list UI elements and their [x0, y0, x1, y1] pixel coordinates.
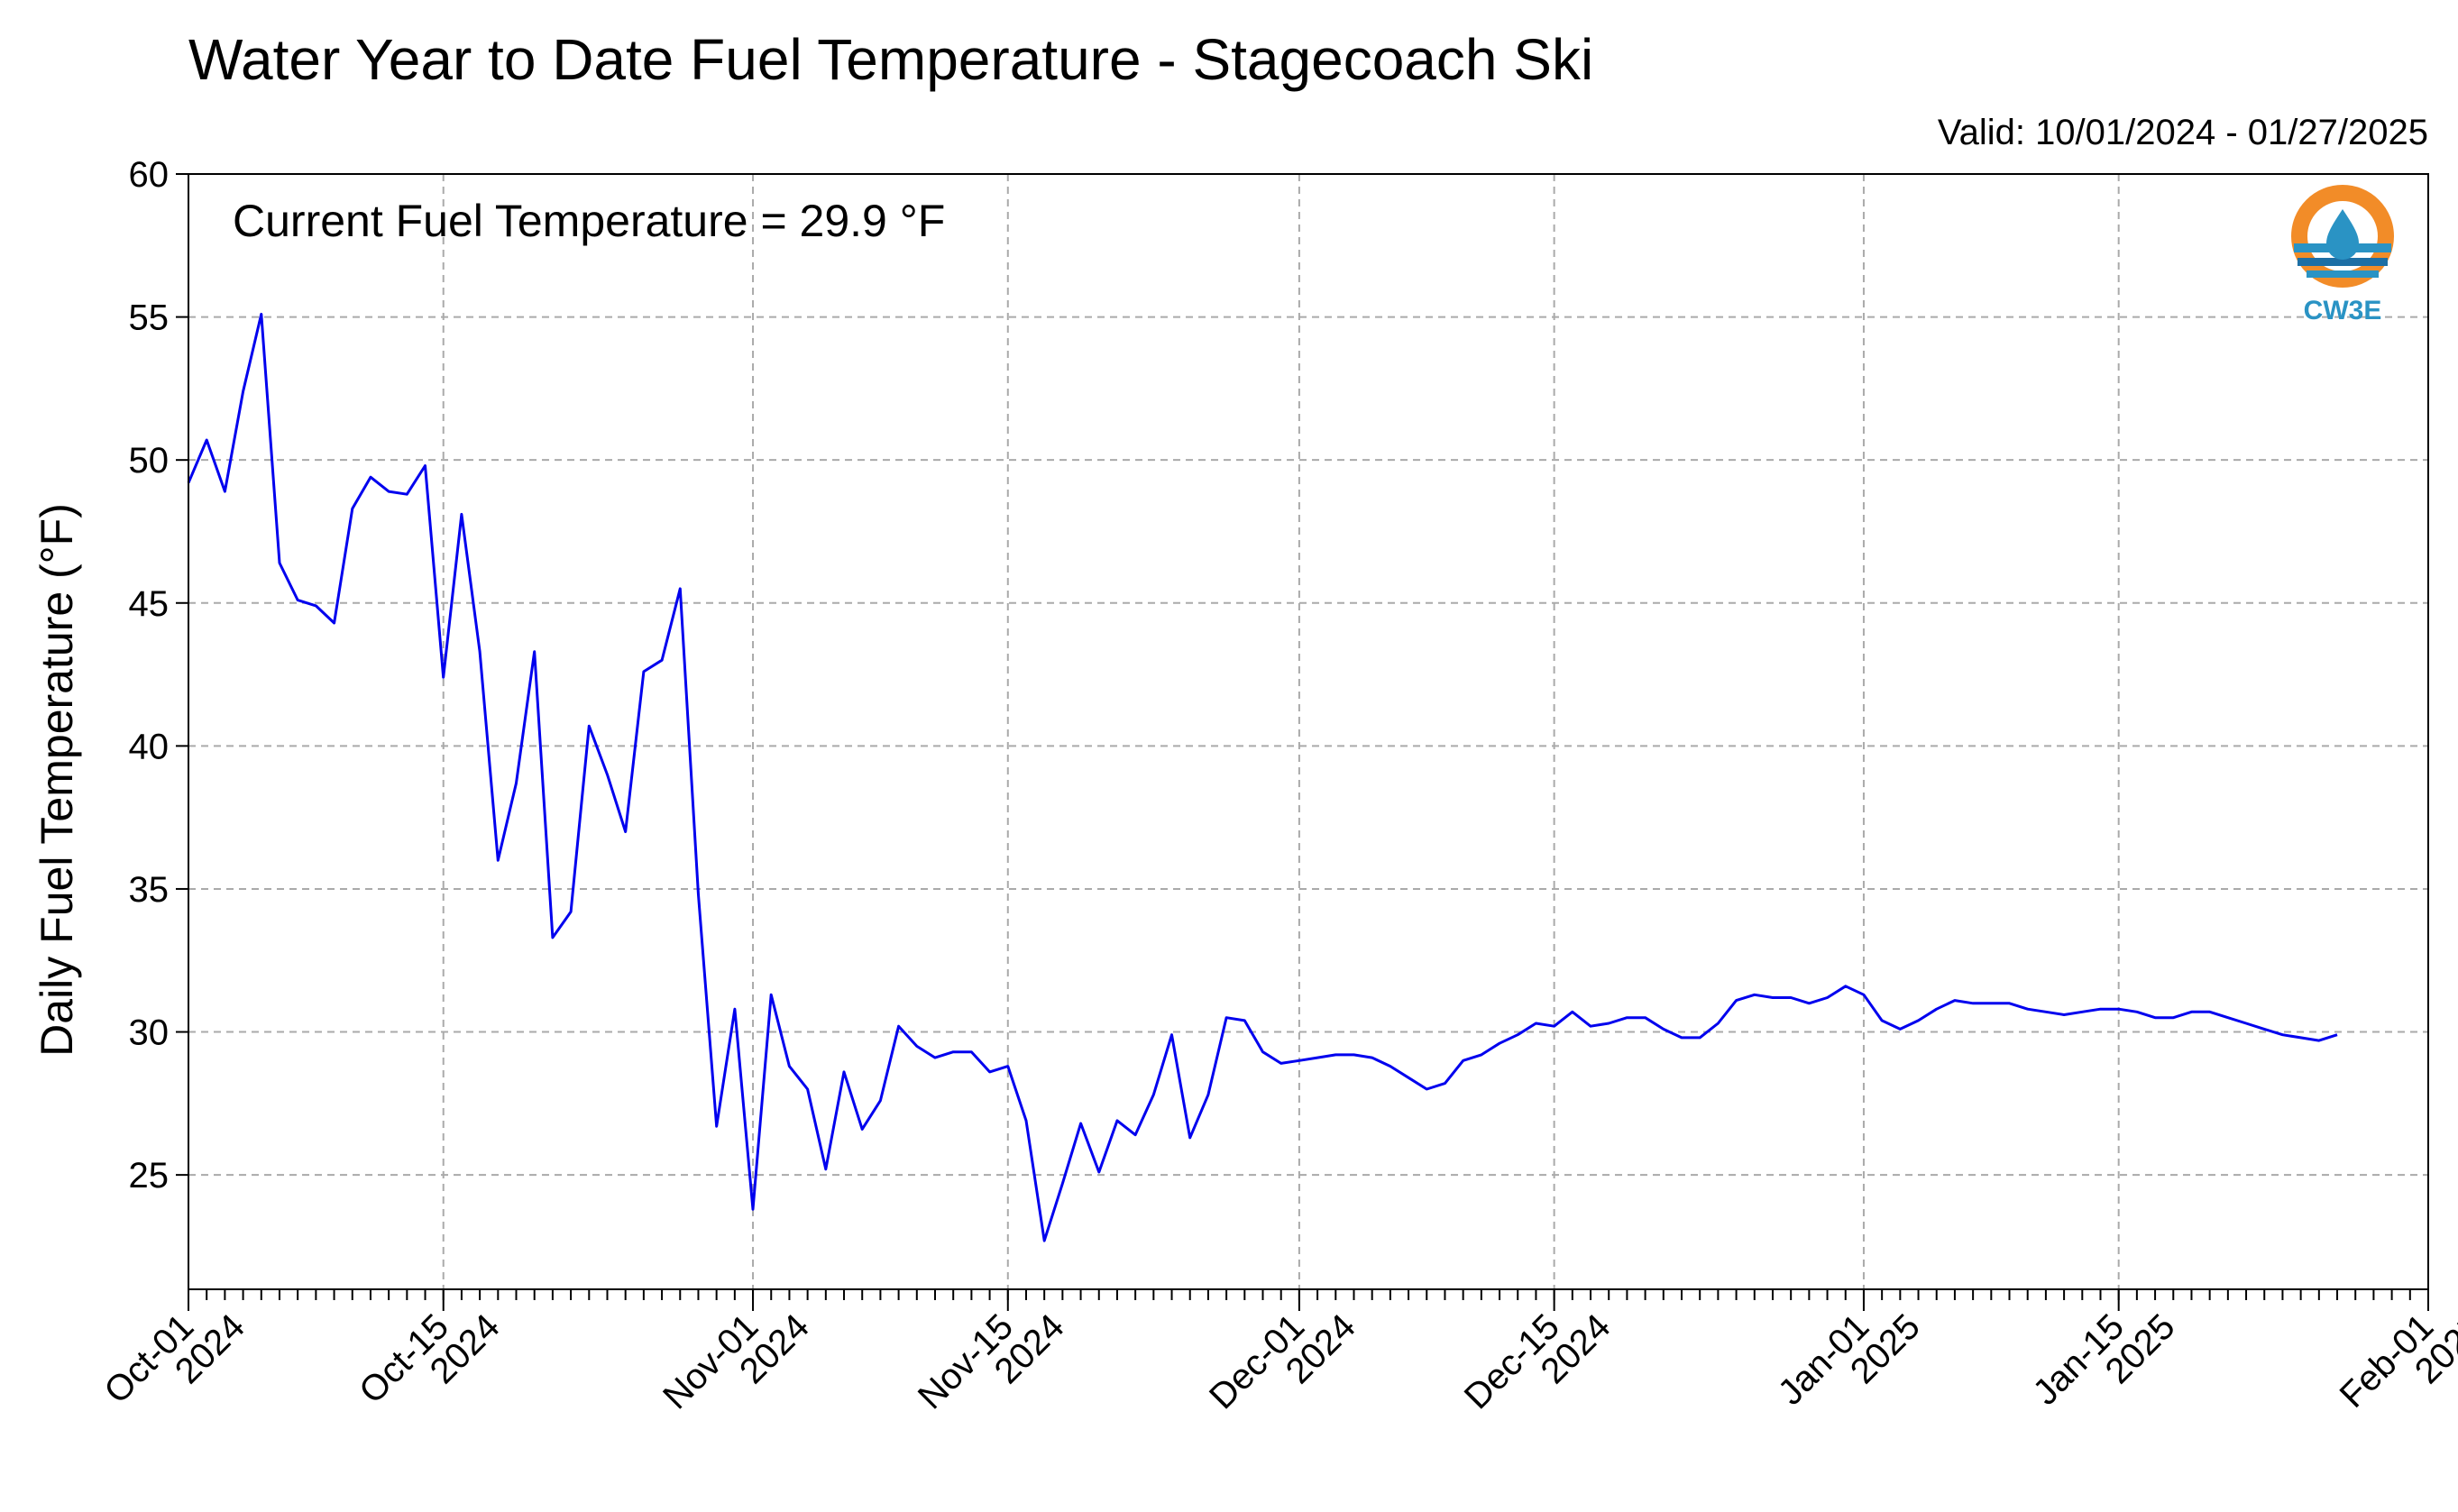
y-tick-label: 25	[129, 1156, 170, 1196]
logo-text: CW3E	[2304, 296, 2382, 325]
y-tick-label: 30	[129, 1013, 170, 1053]
logo-wave-2	[2297, 258, 2388, 266]
water-drop-icon	[2326, 209, 2359, 260]
fuel-temperature-line	[187, 312, 2338, 1242]
current-fuel-temp-annotation: Current Fuel Temperature = 29.9 °F	[233, 196, 945, 246]
y-tick-label: 50	[129, 441, 170, 481]
y-tick-labels: 25 30 35 40 45 50 55 60	[129, 155, 170, 1196]
axes	[176, 173, 2429, 1311]
y-axis-label: Daily Fuel Temperature (°F)	[32, 503, 82, 1057]
y-tick-label: 45	[129, 584, 170, 624]
y-tick-label: 40	[129, 727, 170, 766]
y-tick-label: 55	[129, 298, 170, 338]
y-tick-label: 60	[129, 155, 170, 195]
valid-range: Valid: 10/01/2024 - 01/27/2025	[1938, 113, 2428, 152]
y-tick-label: 35	[129, 870, 170, 910]
logo-wave-3	[2307, 270, 2379, 278]
logo-outer-ring	[2291, 185, 2394, 288]
series-line-layer	[187, 312, 2338, 1242]
chart-title: Water Year to Date Fuel Temperature - St…	[188, 27, 1593, 92]
cw3e-logo: CW3E	[2291, 185, 2394, 325]
plot-frame	[188, 173, 2429, 1290]
